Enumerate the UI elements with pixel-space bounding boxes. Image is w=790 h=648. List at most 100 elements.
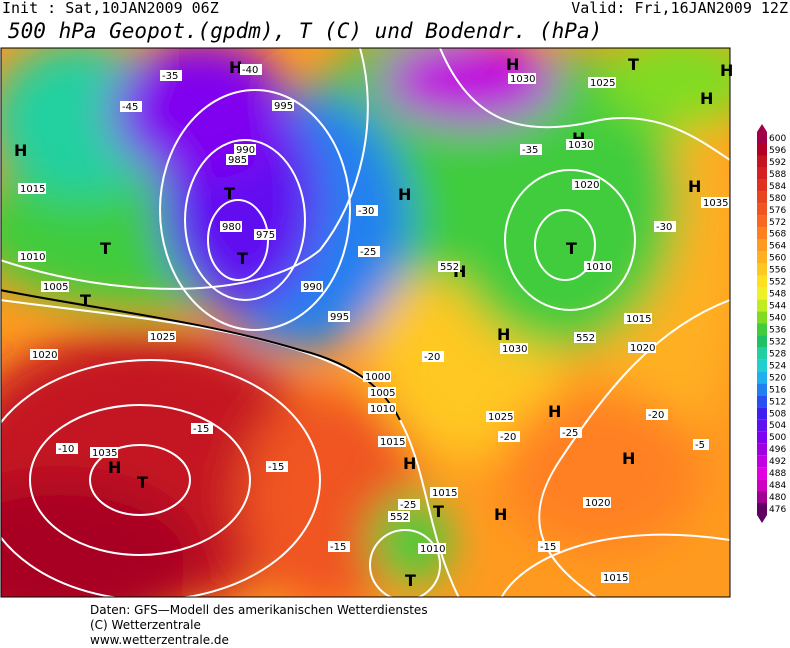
pressure-center: H: [720, 61, 733, 80]
contour-label: 1030: [502, 344, 527, 355]
pressure-center: H: [108, 458, 121, 477]
contour-label: 1020: [585, 498, 610, 509]
colorbar-label: 528: [769, 349, 786, 359]
contour-label: 995: [274, 101, 293, 112]
contour-label: -5: [695, 440, 705, 451]
contour-label: 1000: [365, 372, 390, 383]
contour-label: -20: [424, 352, 440, 363]
contour-label: 552: [390, 512, 409, 523]
pressure-center: T: [405, 571, 416, 590]
pressure-center: H: [700, 89, 713, 108]
colorbar-label: 572: [769, 218, 786, 228]
pressure-center: T: [628, 55, 639, 74]
colorbar-label: 480: [769, 493, 786, 503]
contour-label: 1015: [380, 437, 405, 448]
footer-source: Daten: GFS—Modell des amerikanischen Wet…: [90, 603, 428, 617]
label-box: [430, 487, 458, 498]
colorbar-label: 544: [769, 302, 786, 312]
colorbar-cell: [757, 323, 767, 336]
contour-label: 1030: [510, 74, 535, 85]
colorbar-cell: [757, 419, 767, 432]
pressure-center: T: [80, 291, 91, 310]
colorbar-cell: [757, 347, 767, 360]
colorbar-cell: [757, 443, 767, 456]
contour-label: -15: [268, 462, 284, 473]
colorbar-label: 532: [769, 337, 786, 347]
label-box: [148, 331, 176, 342]
label-box: [398, 499, 420, 510]
contour-label: 980: [222, 222, 241, 233]
colorbar-cell: [757, 299, 767, 312]
map-title: 500 hPa Geopot.(gpdm), T (C) und Bodendr…: [8, 19, 602, 43]
colorbar-cell: [757, 395, 767, 408]
label-box: [120, 101, 142, 112]
label-box: [356, 205, 378, 216]
label-box: [654, 221, 676, 232]
label-box: [90, 447, 118, 458]
colorbar-tip: [757, 514, 767, 523]
colorbar-label: 564: [769, 242, 786, 252]
label-box: [266, 461, 288, 472]
contour-label: -20: [500, 432, 516, 443]
contour-label: -15: [540, 542, 556, 553]
colorbar-cell: [757, 227, 767, 240]
label-box: [500, 343, 528, 354]
contour-label: 1015: [432, 488, 457, 499]
colorbar-cell: [757, 455, 767, 468]
label-box: [566, 139, 594, 150]
contour-label: 1030: [568, 140, 593, 151]
init-time: Init : Sat,10JAN2009 06Z: [2, 0, 219, 17]
label-box: [601, 572, 629, 583]
label-box: [628, 342, 656, 353]
label-box: [18, 183, 46, 194]
colorbar-label: 512: [769, 397, 786, 407]
colorbar-cell: [757, 371, 767, 384]
label-box: [538, 541, 560, 552]
label-box: [584, 261, 612, 272]
map-frame: [0, 47, 731, 598]
pressure-center: T: [433, 502, 444, 521]
colorbar-label: 576: [769, 206, 786, 216]
contour-label: -35: [522, 145, 538, 156]
contour-label: -30: [358, 206, 374, 217]
pressure-center: H: [548, 402, 561, 421]
colorbar-label: 540: [769, 314, 786, 324]
colorbar-cell: [757, 251, 767, 264]
label-box: [30, 349, 58, 360]
colorbar-label: 492: [769, 457, 786, 467]
contour-label: -10: [58, 444, 74, 455]
colorbar-label: 552: [769, 278, 786, 288]
colorbar-cell: [757, 167, 767, 180]
label-box: [328, 541, 350, 552]
colorbar-cell: [757, 479, 767, 492]
contour-label: 1015: [20, 184, 45, 195]
colorbar-label: 580: [769, 194, 786, 204]
contour-label: 1025: [150, 332, 175, 343]
label-box: [56, 443, 78, 454]
label-box: [358, 246, 380, 257]
colorbar-cell: [757, 467, 767, 480]
colorbar-cell: [757, 287, 767, 300]
contour-label: 1020: [32, 350, 57, 361]
contour-label: -35: [162, 71, 178, 82]
label-box: [191, 423, 213, 434]
colorbar-label: 600: [769, 134, 786, 144]
pressure-center: T: [100, 239, 111, 258]
pressure-center: H: [494, 505, 507, 524]
label-box: [498, 431, 520, 442]
contour-label: -25: [360, 247, 376, 258]
colorbar-cell: [757, 203, 767, 216]
colorbar-label: 568: [769, 230, 786, 240]
pressure-center: H: [497, 325, 510, 344]
label-box: [520, 144, 542, 155]
colorbar-cell: [757, 383, 767, 396]
label-box: [693, 439, 709, 450]
footer-copyright: (C) Wetterzentrale: [90, 618, 201, 632]
label-box: [486, 411, 514, 422]
colorbar-tip: [757, 124, 767, 133]
colorbar: 600 596 592 588 584 580 576 572 568 564 560 556 552 5…: [757, 124, 786, 523]
map-field: [1, 48, 730, 597]
label-box: [160, 70, 182, 81]
colorbar-label: 536: [769, 325, 786, 335]
